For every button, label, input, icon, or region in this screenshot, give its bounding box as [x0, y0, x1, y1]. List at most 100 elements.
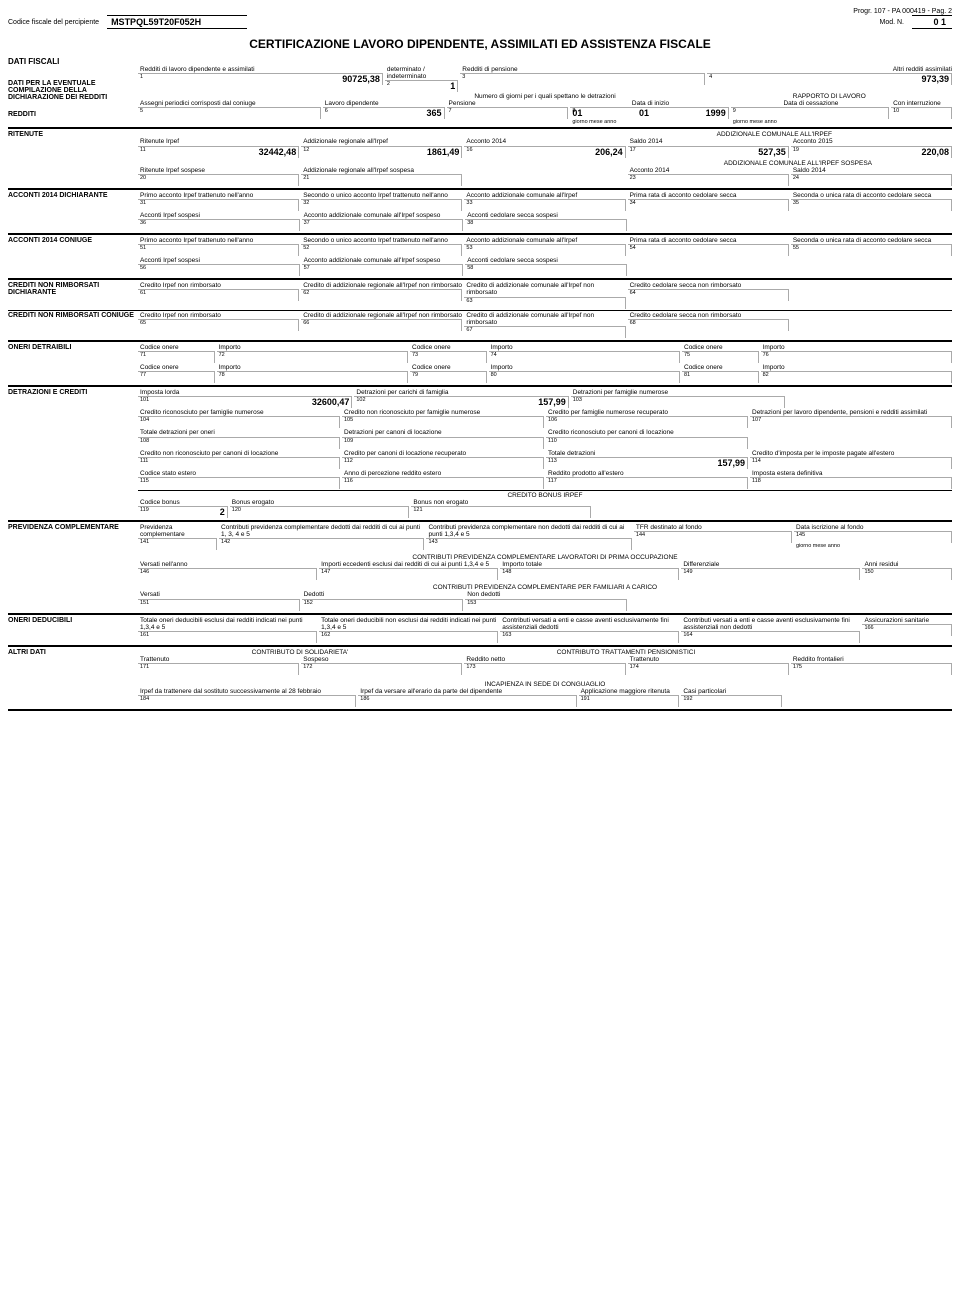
f172: 172: [301, 663, 462, 675]
on-codice4: Codice onere: [138, 364, 215, 371]
f145-label: Data iscrizione al fondo: [794, 524, 952, 531]
f105-label: Credito non riconosciuto per famiglie nu…: [342, 409, 544, 416]
f66: 66: [301, 319, 462, 331]
f108-label: Totale detrazioni per oneri: [138, 429, 340, 436]
f58: 58: [465, 264, 627, 276]
f105: 105: [342, 416, 544, 428]
f56-label: Acconti Irpef sospesi: [138, 257, 300, 264]
f36: 36: [138, 219, 300, 231]
f54-label: Prima rata di acconto cedolare secca: [628, 237, 789, 244]
f23: 23: [628, 174, 789, 186]
f72: 72: [217, 351, 408, 363]
f71: 71: [138, 351, 215, 363]
f1: 190725,38: [138, 73, 383, 85]
f64-label: Credito cedolare secca non rimborsato: [628, 282, 789, 289]
f2: 21: [385, 80, 458, 92]
f36-label: Acconti Irpef sospesi: [138, 212, 300, 219]
f149: 149: [681, 568, 860, 580]
f20-label: Ritenute Irpef sospese: [138, 167, 299, 174]
on-imp1: Importo: [217, 344, 408, 351]
f4-label: Altri redditi assimilati: [707, 66, 952, 73]
f32-label: Secondo o unico acconto Irpef trattenuto…: [301, 192, 462, 199]
f171: 171: [138, 663, 299, 675]
cf-value: MSTPQL59T20F052H: [107, 15, 247, 29]
f174: 174: [628, 663, 789, 675]
f164: 164: [681, 631, 860, 643]
f116: 116: [342, 477, 544, 489]
f54: 54: [628, 244, 789, 256]
add-com-label: ADDIZIONALE COMUNALE ALL'IRPEF: [138, 131, 952, 138]
sidebar-detrazioni: DETRAZIONI E CREDITI: [8, 389, 138, 518]
sidebar-oneri-ded: ONERI DEDUCIBILI: [8, 617, 138, 643]
row2-center: Numero di giorni per i quali spettano le…: [385, 93, 704, 100]
f17-label: Saldo 2014: [628, 138, 789, 145]
f107: 107: [750, 416, 952, 428]
f53-label: Acconto addizionale comunale all'Irpef: [464, 237, 625, 244]
f142: 142: [219, 538, 424, 550]
sidebar-ritenute: RITENUTE: [8, 131, 138, 185]
on-imp6: Importo: [761, 364, 952, 371]
f141: 141: [138, 538, 217, 550]
incap-hdr: INCAPIENZA IN SEDE DI CONGUAGLIO: [138, 681, 952, 688]
f9: 9: [731, 107, 889, 119]
f102-label: Detrazioni per carichi di famiglia: [354, 389, 568, 396]
f62-label: Credito di addizionale regionale all'Irp…: [301, 282, 462, 289]
f192-label: Casi particolari: [681, 688, 782, 695]
f191-label: Applicazione maggiore ritenuta: [579, 688, 680, 695]
f67-label: Credito di addizionale comunale all'Irpe…: [464, 312, 625, 326]
f17: 17527,35: [628, 146, 789, 158]
f12-label: Addizionale regionale all'Irpef: [301, 138, 462, 145]
f8-sub: giorno mese anno: [570, 119, 728, 125]
f19-label: Acconto 2015: [791, 138, 952, 145]
f144-label: TFR destinato al fondo: [634, 524, 792, 531]
f118-label: Imposta estera definitiva: [750, 470, 952, 477]
f150-label: Anni residui: [862, 561, 952, 568]
f16: 16206,24: [464, 146, 625, 158]
f7-label: Pensione: [447, 100, 569, 107]
f68: 68: [628, 319, 789, 331]
f10: 10: [891, 107, 952, 119]
prima-occ: CONTRIBUTI PREVIDENZA COMPLEMENTARE LAVO…: [138, 554, 952, 561]
f166-label: Assicurazioni sanitarie: [862, 617, 952, 624]
f152-label: Dedotti: [302, 591, 464, 598]
add-com-sosp: ADDIZIONALE COMUNALE ALL'IRPEF SOSPESA: [138, 160, 952, 167]
f82: 82: [761, 371, 952, 383]
f7: 7: [447, 107, 569, 119]
f73: 73: [410, 351, 487, 363]
f175: 175: [791, 663, 952, 675]
f113-label: Totale detrazioni: [546, 450, 748, 457]
f143: 143: [426, 538, 631, 550]
f162: 162: [319, 631, 498, 643]
f9-sub: giorno mese anno: [731, 119, 889, 125]
f120-label: Bonus erogato: [230, 499, 410, 506]
f163-label: Contributi versati a enti e casse aventi…: [500, 617, 679, 631]
f62: 62: [301, 289, 462, 301]
f144: 144: [634, 531, 792, 543]
sidebar-crediti-con: CREDITI NON RIMBORSATI CONIUGE: [8, 312, 138, 338]
f120: 120: [230, 506, 410, 518]
f101-label: Imposta lorda: [138, 389, 352, 396]
f173-label: Reddito netto: [464, 656, 625, 663]
f153: 153: [465, 599, 627, 611]
f191: 191: [579, 695, 680, 707]
f8: 801011999: [570, 107, 728, 119]
f65: 65: [138, 319, 299, 331]
row2-right: RAPPORTO DI LAVORO: [707, 93, 952, 100]
f68-label: Credito cedolare secca non rimborsato: [628, 312, 789, 319]
f106: 106: [546, 416, 748, 428]
f24-label: Saldo 2014: [791, 167, 952, 174]
f61-label: Credito Irpef non rimborsato: [138, 282, 299, 289]
f117-label: Reddito prodotto all'estero: [546, 470, 748, 477]
f106-label: Credito per famiglie numerose recuperato: [546, 409, 748, 416]
f119: 1192: [138, 506, 228, 518]
f171-label: Trattenuto: [138, 656, 299, 663]
f35: 35: [791, 199, 952, 211]
f78: 78: [217, 371, 408, 383]
sidebar-crediti-dich: CREDITI NON RIMBORSATI DICHIARANTE: [8, 282, 138, 308]
f142-label: Contributi previdenza complementare dedo…: [219, 524, 424, 538]
f63-label: Credito di addizionale comunale all'Irpe…: [464, 282, 625, 296]
f145-sub: giorno mese anno: [794, 543, 952, 549]
f64: 64: [628, 289, 789, 301]
f32: 32: [301, 199, 462, 211]
fam-carico: CONTRIBUTI PREVIDENZA COMPLEMENTARE PER …: [138, 584, 952, 591]
